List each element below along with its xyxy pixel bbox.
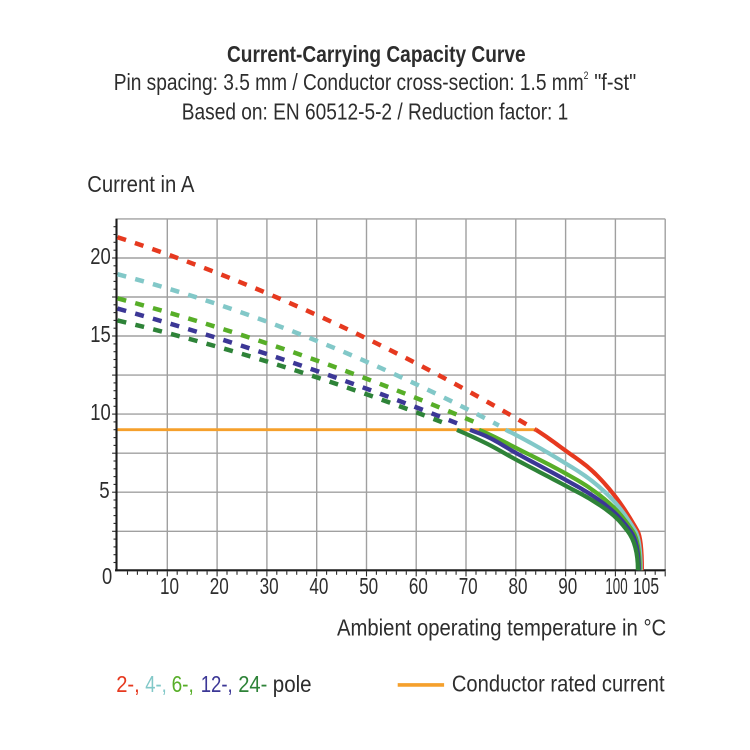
svg-text:10: 10 — [90, 399, 111, 425]
svg-text:pole: pole — [273, 671, 312, 697]
svg-text:10: 10 — [160, 573, 179, 599]
svg-text:"f-st": "f-st" — [594, 69, 636, 95]
svg-text:Conductor rated current: Conductor rated current — [452, 670, 665, 696]
svg-text:6-,: 6-, — [172, 671, 194, 697]
svg-text:Ambient operating temperature: Ambient operating temperature in °C — [337, 614, 666, 640]
svg-text:30: 30 — [260, 573, 279, 599]
svg-text:70: 70 — [459, 573, 478, 599]
svg-text:Current in A: Current in A — [87, 171, 195, 197]
svg-text:80: 80 — [509, 573, 528, 599]
svg-text:90: 90 — [558, 573, 577, 599]
svg-text:20: 20 — [90, 243, 111, 269]
svg-text:Pin spacing: 3.5 mm / Conducto: Pin spacing: 3.5 mm / Conductor cross-se… — [114, 69, 584, 95]
svg-text:24-: 24- — [238, 671, 267, 697]
svg-text:40: 40 — [309, 573, 328, 599]
svg-text:105: 105 — [633, 573, 659, 599]
svg-text:100: 100 — [605, 573, 627, 599]
svg-text:4-,: 4-, — [145, 671, 167, 697]
svg-text:Current-Carrying Capacity Curv: Current-Carrying Capacity Curve — [227, 41, 526, 67]
svg-text:Based on: EN 60512-5-2 / Reduc: Based on: EN 60512-5-2 / Reduction facto… — [182, 99, 569, 125]
svg-text:0: 0 — [102, 563, 112, 589]
svg-text:15: 15 — [90, 321, 111, 347]
svg-text:2-,: 2-, — [116, 671, 140, 697]
svg-text:5: 5 — [99, 477, 109, 503]
svg-text:50: 50 — [359, 573, 378, 599]
svg-text:2: 2 — [584, 70, 589, 82]
svg-text:20: 20 — [210, 573, 229, 599]
svg-text:12-,: 12-, — [201, 671, 233, 697]
svg-text:60: 60 — [409, 573, 428, 599]
